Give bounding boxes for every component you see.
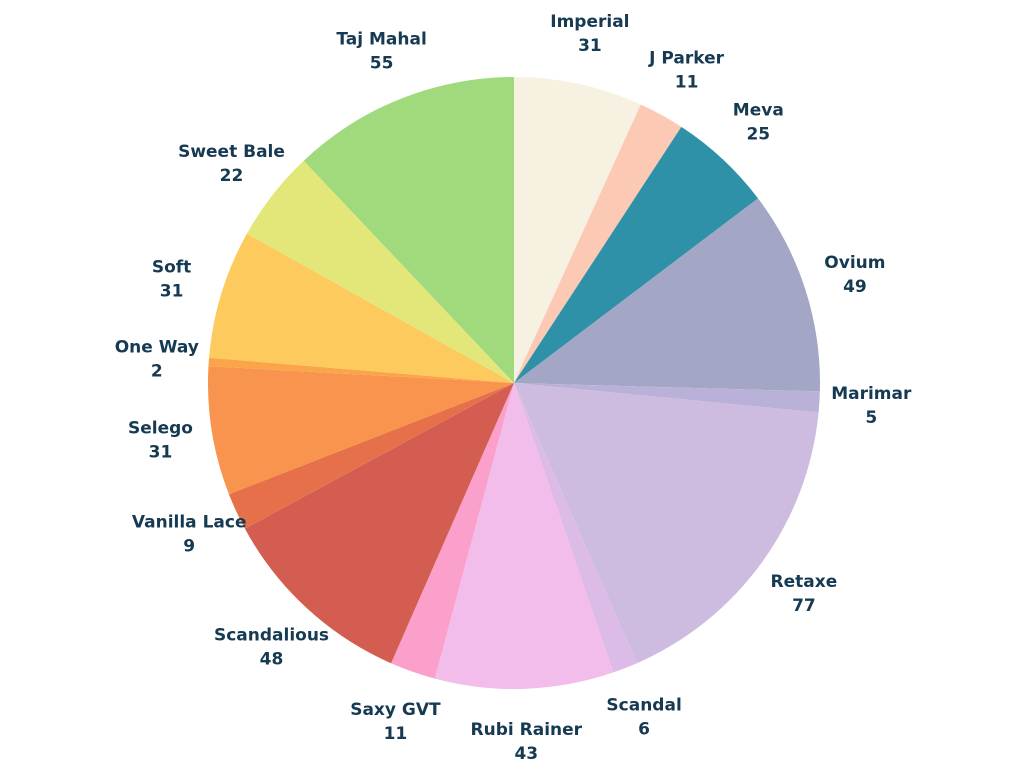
slice-name-label: Scandal [606,696,681,716]
slice-value-label: 11 [384,724,408,744]
slice-value-label: 49 [843,277,867,297]
slice-label-vanilla-lace: Vanilla Lace 9 [132,513,247,557]
pie-slice-ovium-shape [514,198,820,392]
slice-name-label: Sweet Bale [178,142,285,162]
slice-label-one-way: One Way 2 [115,337,199,381]
pie-slice-one-way-shape [208,357,514,383]
slice-label-retaxe: Retaxe 77 [771,572,838,616]
slice-value-label: 11 [675,72,699,92]
slice-label-soft: Soft 31 [152,258,191,302]
slice-name-label: J Parker [648,48,724,68]
slice-label-ovium: Ovium 49 [824,253,885,297]
pie-slice-rubi-rainer [434,383,614,689]
slice-value-label: 22 [220,166,244,186]
slice-value-label: 2 [151,361,163,381]
slice-value-label: 31 [149,443,173,463]
pie-slice-marimar-shape [514,383,820,413]
pie-slice-soft-shape [209,233,515,383]
slice-label-scandal: Scandal 6 [606,696,681,740]
slice-label-sweet-bale: Sweet Bale 22 [178,142,285,186]
slice-value-label: 48 [260,649,284,669]
slice-value-label: 43 [514,744,538,764]
slice-value-label: 9 [183,537,195,557]
pie-slice-one-way [208,357,514,383]
pie-slice-vanilla-lace [228,383,514,529]
slice-label-marimar: Marimar 5 [831,384,912,428]
slice-name-label: Marimar [831,384,912,404]
slice-value-label: 6 [638,720,650,740]
pie-slice-sweet-bale-shape [246,160,514,383]
slice-label-saxy-gvt: Saxy GVT 11 [350,700,441,744]
slice-label-imperial: Imperial 31 [550,12,629,56]
pie-slice-imperial-shape [514,77,641,383]
pie-slice-j-parker-shape [514,104,682,384]
pie-slice-selego-shape [207,366,515,495]
slice-name-label: Soft [152,258,191,278]
pie-slice-scandalious-shape [244,383,514,664]
pie-slice-j-parker [514,104,682,384]
pie-slice-meva-shape [514,126,759,383]
pie-slice-saxy-gvt-shape [391,383,514,679]
slice-name-label: Imperial [550,12,629,32]
slice-name-label: Taj Mahal [336,29,426,49]
pie-slices [207,77,820,689]
pie-slice-marimar [514,383,820,413]
pie-slice-rubi-rainer-shape [434,383,614,689]
slice-name-label: One Way [115,337,199,357]
slice-value-label: 25 [746,124,770,144]
pie-slice-scandalious [244,383,514,664]
slice-value-label: 31 [578,36,602,56]
slice-label-rubi-rainer: Rubi Rainer 43 [471,720,583,764]
pie-slice-scandal [514,383,637,673]
pie-slice-retaxe [514,383,819,664]
slice-label-selego: Selego 31 [128,419,193,463]
slice-name-label: Ovium [824,253,885,273]
slice-name-label: Scandalious [214,625,329,645]
pie-slice-vanilla-lace-shape [228,383,514,529]
slice-label-meva: Meva 25 [733,100,784,144]
pie-slice-selego [207,366,515,495]
pie-slice-taj-mahal [303,77,514,383]
slice-value-label: 77 [792,596,816,616]
slice-name-label: Vanilla Lace [132,513,247,533]
slice-name-label: Saxy GVT [350,700,441,720]
pie-slice-sweet-bale [246,160,514,383]
pie-slice-scandal-shape [514,383,637,673]
slice-name-label: Retaxe [771,572,838,592]
pie-slice-soft [209,233,515,383]
slice-value-label: 31 [160,282,184,302]
pie-slice-ovium [514,198,820,392]
pie-slice-taj-mahal-shape [303,77,514,383]
slice-name-label: Meva [733,100,784,120]
pie-slice-saxy-gvt [391,383,514,679]
slice-label-j-parker: J Parker 11 [648,48,724,92]
slice-label-scandalious: Scandalious 48 [214,625,329,669]
slice-name-label: Rubi Rainer [471,720,583,740]
pie-slice-meva [514,126,759,383]
pie-slice-retaxe-shape [514,383,819,664]
pie-slice-imperial [514,77,641,383]
slice-name-label: Selego [128,419,193,439]
slice-value-label: 5 [865,408,877,428]
slice-label-taj-mahal: Taj Mahal 55 [336,29,426,73]
slice-value-label: 55 [370,53,394,73]
